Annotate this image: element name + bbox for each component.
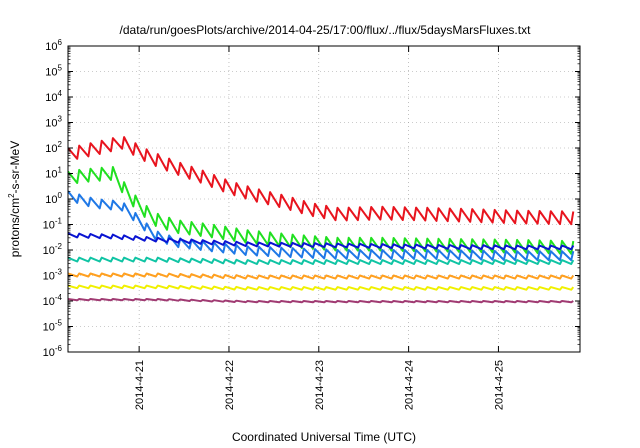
y-tick-label: 10-3 [43,268,63,283]
y-tick-label: 104 [45,89,62,104]
y-tick-base: 10 [43,220,55,232]
x-tick-label: 2014-4-21 [134,360,146,410]
y-tick-label: 102 [45,140,62,155]
y-tick-exponent: -1 [55,217,63,226]
y-tick-base: 10 [43,347,55,359]
y-tick-exponent: 1 [58,166,63,175]
y-tick-exponent: -5 [55,319,63,328]
y-tick-base: 10 [45,67,57,79]
y-tick-base: 10 [45,41,57,53]
x-tick-label: 2014-4-23 [314,360,326,410]
y-tick-base: 10 [45,169,57,181]
y-tick-exponent: -4 [55,293,63,302]
y-tick-label: 106 [45,38,62,53]
x-tick-label: 2014-4-25 [493,360,505,410]
y-tick-label: 10-5 [43,319,63,334]
y-tick-exponent: 0 [58,191,63,200]
y-tick-label: 10-6 [43,344,63,359]
y-tick-base: 10 [45,118,57,130]
series-group [68,136,575,304]
y-tick-exponent: -6 [55,344,63,353]
y-axis-label-rest: -s-sr-MeV [8,141,22,194]
y-tick-base: 10 [43,271,55,283]
y-axis-label-sup: 2 [7,193,16,198]
y-axis-ticks: 10-610-510-410-310-210-11001011021031041… [43,38,580,359]
grid-lines [68,46,580,352]
x-axis-ticks: 2014-4-21 2014-4-22 2014-4-23 2014-4-24 2014… [134,46,505,410]
y-tick-label: 10-1 [43,217,63,232]
x-tick-label: 2014-4-24 [404,360,416,410]
y-tick-label: 10-2 [43,242,63,257]
y-tick-exponent: 4 [58,89,63,98]
y-tick-base: 10 [43,322,55,334]
y-tick-exponent: -2 [55,242,63,251]
y-tick-exponent: 6 [58,38,63,47]
y-tick-exponent: 2 [58,140,63,149]
series-line [68,232,575,251]
series-line [68,272,575,280]
y-tick-base: 10 [43,296,55,308]
series-line [68,256,575,265]
y-tick-base: 10 [45,92,57,104]
chart-title: /data/run/goesPlots/archive/2014-04-25/1… [120,23,532,37]
x-axis-label: Coordinated Universal Time (UTC) [232,430,416,444]
y-tick-base: 10 [45,194,57,206]
y-tick-exponent: -3 [55,268,63,277]
y-tick-label: 10-4 [43,293,63,308]
series-line [68,298,574,304]
y-tick-exponent: 3 [58,115,63,124]
y-tick-label: 101 [45,166,62,181]
y-tick-label: 100 [45,191,62,206]
y-tick-label: 103 [45,115,62,130]
series-line [68,166,575,255]
y-tick-base: 10 [45,143,57,155]
y-tick-label: 105 [45,64,62,79]
series-line [68,136,575,226]
series-line [68,284,575,291]
y-tick-exponent: 5 [58,64,63,73]
x-tick-label: 2014-4-22 [224,360,236,410]
y-tick-base: 10 [43,245,55,257]
y-axis-label: protons/cm2-s-sr-MeV [7,141,22,257]
y-axis-label-main: protons/cm [8,198,22,257]
